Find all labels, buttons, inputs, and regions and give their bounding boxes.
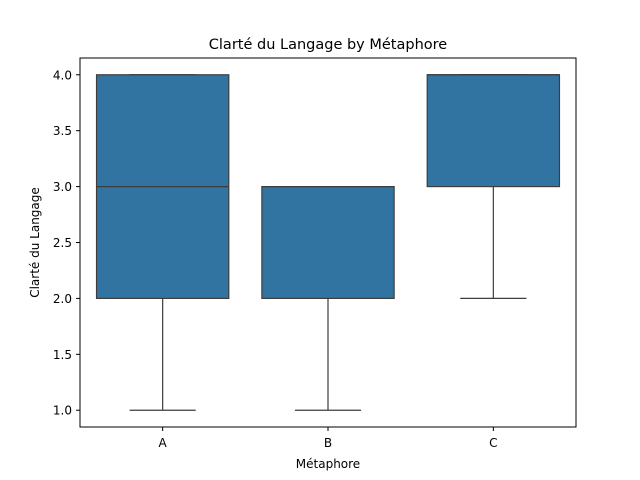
plot-frame (79, 57, 577, 428)
y-tick-label: 3.0 (53, 180, 72, 194)
box-c (426, 74, 561, 188)
chart-title: Clarté du Langage by Métaphore (209, 37, 448, 53)
y-tick-label: 1.0 (53, 404, 72, 418)
y-tick-label: 1.5 (53, 348, 72, 362)
y-tick-label: 2.5 (53, 236, 72, 250)
y-tick-label: 3.5 (53, 124, 72, 138)
box-b (261, 185, 395, 300)
y-axis-label: Clarté du Langage (28, 187, 42, 298)
y-tick-label: 2.0 (53, 292, 72, 306)
y-tick-label: 4.0 (53, 68, 72, 82)
plot-area: 1.0 1.5 2.0 2.5 3.0 3.5 4.0 A B C (53, 68, 561, 450)
x-axis-label: Métaphore (296, 457, 360, 471)
x-tick-label: A (159, 436, 168, 450)
x-tick-label: C (489, 436, 497, 450)
x-tick-label: B (324, 436, 332, 450)
